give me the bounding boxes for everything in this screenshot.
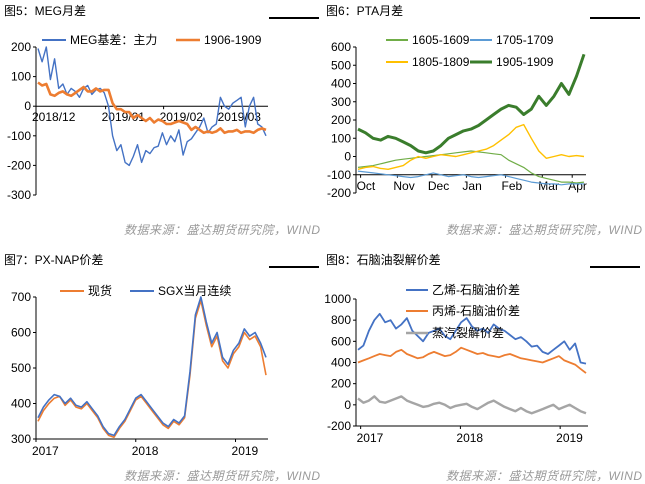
fig8-x-tick-label: 2017 bbox=[357, 431, 384, 445]
fig6-series-line bbox=[357, 123, 585, 171]
fig6-legend-label: 1705-1709 bbox=[496, 33, 554, 47]
fig8-legend-label: 乙烯-石脑油价差 bbox=[432, 283, 520, 297]
fig8-y-tick-label: 1000 bbox=[324, 292, 351, 306]
fig8-y-tick-label: 200 bbox=[331, 377, 351, 391]
fig6-y-tick-label: -100 bbox=[327, 168, 351, 182]
fig7-legend-label: 现货 bbox=[88, 283, 112, 298]
fig6-x-tick-label: Mar bbox=[538, 179, 559, 193]
fig8-source-note: 数据来源：盛达期货研究院，WIND bbox=[446, 469, 643, 483]
fig7-title-rule bbox=[269, 266, 319, 268]
fig5-x-tick-label: 2019/02 bbox=[160, 110, 204, 124]
fig5-y-tick-label: -300 bbox=[7, 188, 31, 202]
fig6-x-tick-label: Nov bbox=[393, 179, 414, 193]
fig6-series-line bbox=[357, 170, 584, 186]
fig7-source-note: 数据来源：盛达期货研究院，WIND bbox=[124, 469, 321, 483]
fig8-x-tick-label: 2019 bbox=[556, 431, 583, 445]
fig5-x-tick-label: 2019/03 bbox=[218, 110, 262, 124]
fig6-y-tick-label: 200 bbox=[331, 113, 351, 127]
fig7-x-tick-label: 2018 bbox=[132, 444, 159, 458]
fig5-y-tick-label: 100 bbox=[11, 70, 31, 84]
fig6-title: 图6：PTA月差 bbox=[326, 4, 404, 18]
fig8-series-line bbox=[357, 395, 587, 415]
fig7-y-tick-label: 300 bbox=[11, 432, 31, 446]
fig6-y-tick-label: 600 bbox=[331, 40, 351, 54]
fig7-y-tick-label: 500 bbox=[11, 361, 31, 375]
fig5-y-tick-label: -100 bbox=[7, 129, 31, 143]
fig8-y-tick-label: 600 bbox=[331, 334, 351, 348]
fig7-x-tick-label: 2019 bbox=[232, 444, 259, 458]
fig8-legend-label: 蒸汽裂解价差 bbox=[432, 325, 504, 340]
fig6-y-tick-label: 100 bbox=[331, 131, 351, 145]
fig5-x-tick-label: 2019/01 bbox=[102, 110, 146, 124]
fig5-y-tick-label: 0 bbox=[24, 99, 31, 113]
fig8-title-rule bbox=[590, 266, 640, 268]
fig6-legend-label: 1805-1809 bbox=[412, 55, 470, 69]
fig6-x-tick-label: Oct bbox=[357, 179, 376, 193]
fig5-title: 图5：MEG月差 bbox=[4, 4, 87, 18]
fig8-x-tick-label: 2018 bbox=[456, 431, 483, 445]
fig8-series-line bbox=[357, 346, 587, 374]
fig6-y-tick-label: 0 bbox=[344, 150, 351, 164]
fig8-y-tick-label: 400 bbox=[331, 356, 351, 370]
fig7-y-tick-label: 400 bbox=[11, 397, 31, 411]
fig6-legend-label: 1605-1609 bbox=[412, 33, 470, 47]
fig6-y-tick-label: -200 bbox=[327, 186, 351, 200]
fig7-title: 图7：PX-NAP价差 bbox=[4, 253, 104, 267]
fig6-source-note: 数据来源：盛达期货研究院，WIND bbox=[446, 223, 643, 237]
fig7-series-line bbox=[37, 299, 267, 439]
fig7-series-line bbox=[37, 296, 267, 437]
fig8-legend-label: 丙烯-石脑油价差 bbox=[432, 304, 520, 318]
fig8-series-line bbox=[357, 312, 587, 365]
fig7-y-tick-label: 700 bbox=[11, 290, 31, 304]
fig6-y-tick-label: 400 bbox=[331, 77, 351, 91]
fig5-x-tick-label: 2018/12 bbox=[32, 110, 76, 124]
fig6-series-line bbox=[357, 53, 586, 155]
fig5-series-line bbox=[37, 81, 267, 135]
fig8-y-tick-label: 800 bbox=[331, 313, 351, 327]
fig6-y-tick-label: 300 bbox=[331, 95, 351, 109]
fig6-x-tick-label: Jan bbox=[462, 179, 481, 193]
fig5-source-note: 数据来源：盛达期货研究院，WIND bbox=[124, 223, 321, 237]
fig8-y-tick-label: -200 bbox=[327, 419, 351, 433]
fig7-y-tick-label: 600 bbox=[11, 326, 31, 340]
fig7-x-tick-label: 2017 bbox=[32, 444, 59, 458]
fig6-x-tick-label: Dec bbox=[428, 179, 449, 193]
fig6-legend-label: 1905-1909 bbox=[496, 55, 554, 69]
fig6-y-tick-label: 500 bbox=[331, 58, 351, 72]
fig6-title-rule bbox=[590, 17, 640, 19]
fig7-legend-label: SGX当月连续 bbox=[158, 283, 231, 298]
fig5-legend-label: MEG基差：主力 bbox=[70, 33, 157, 47]
fig5-legend-label: 1906-1909 bbox=[204, 33, 262, 47]
fig8-y-tick-label: 0 bbox=[344, 398, 351, 412]
fig6-series-line bbox=[357, 150, 585, 184]
fig5-title-rule bbox=[269, 17, 319, 19]
fig5-y-tick-label: 200 bbox=[11, 40, 31, 54]
fig5-y-tick-label: -200 bbox=[7, 158, 31, 172]
fig6-x-tick-label: Feb bbox=[502, 179, 523, 193]
fig8-title: 图8：石脑油裂解价差 bbox=[326, 253, 441, 267]
